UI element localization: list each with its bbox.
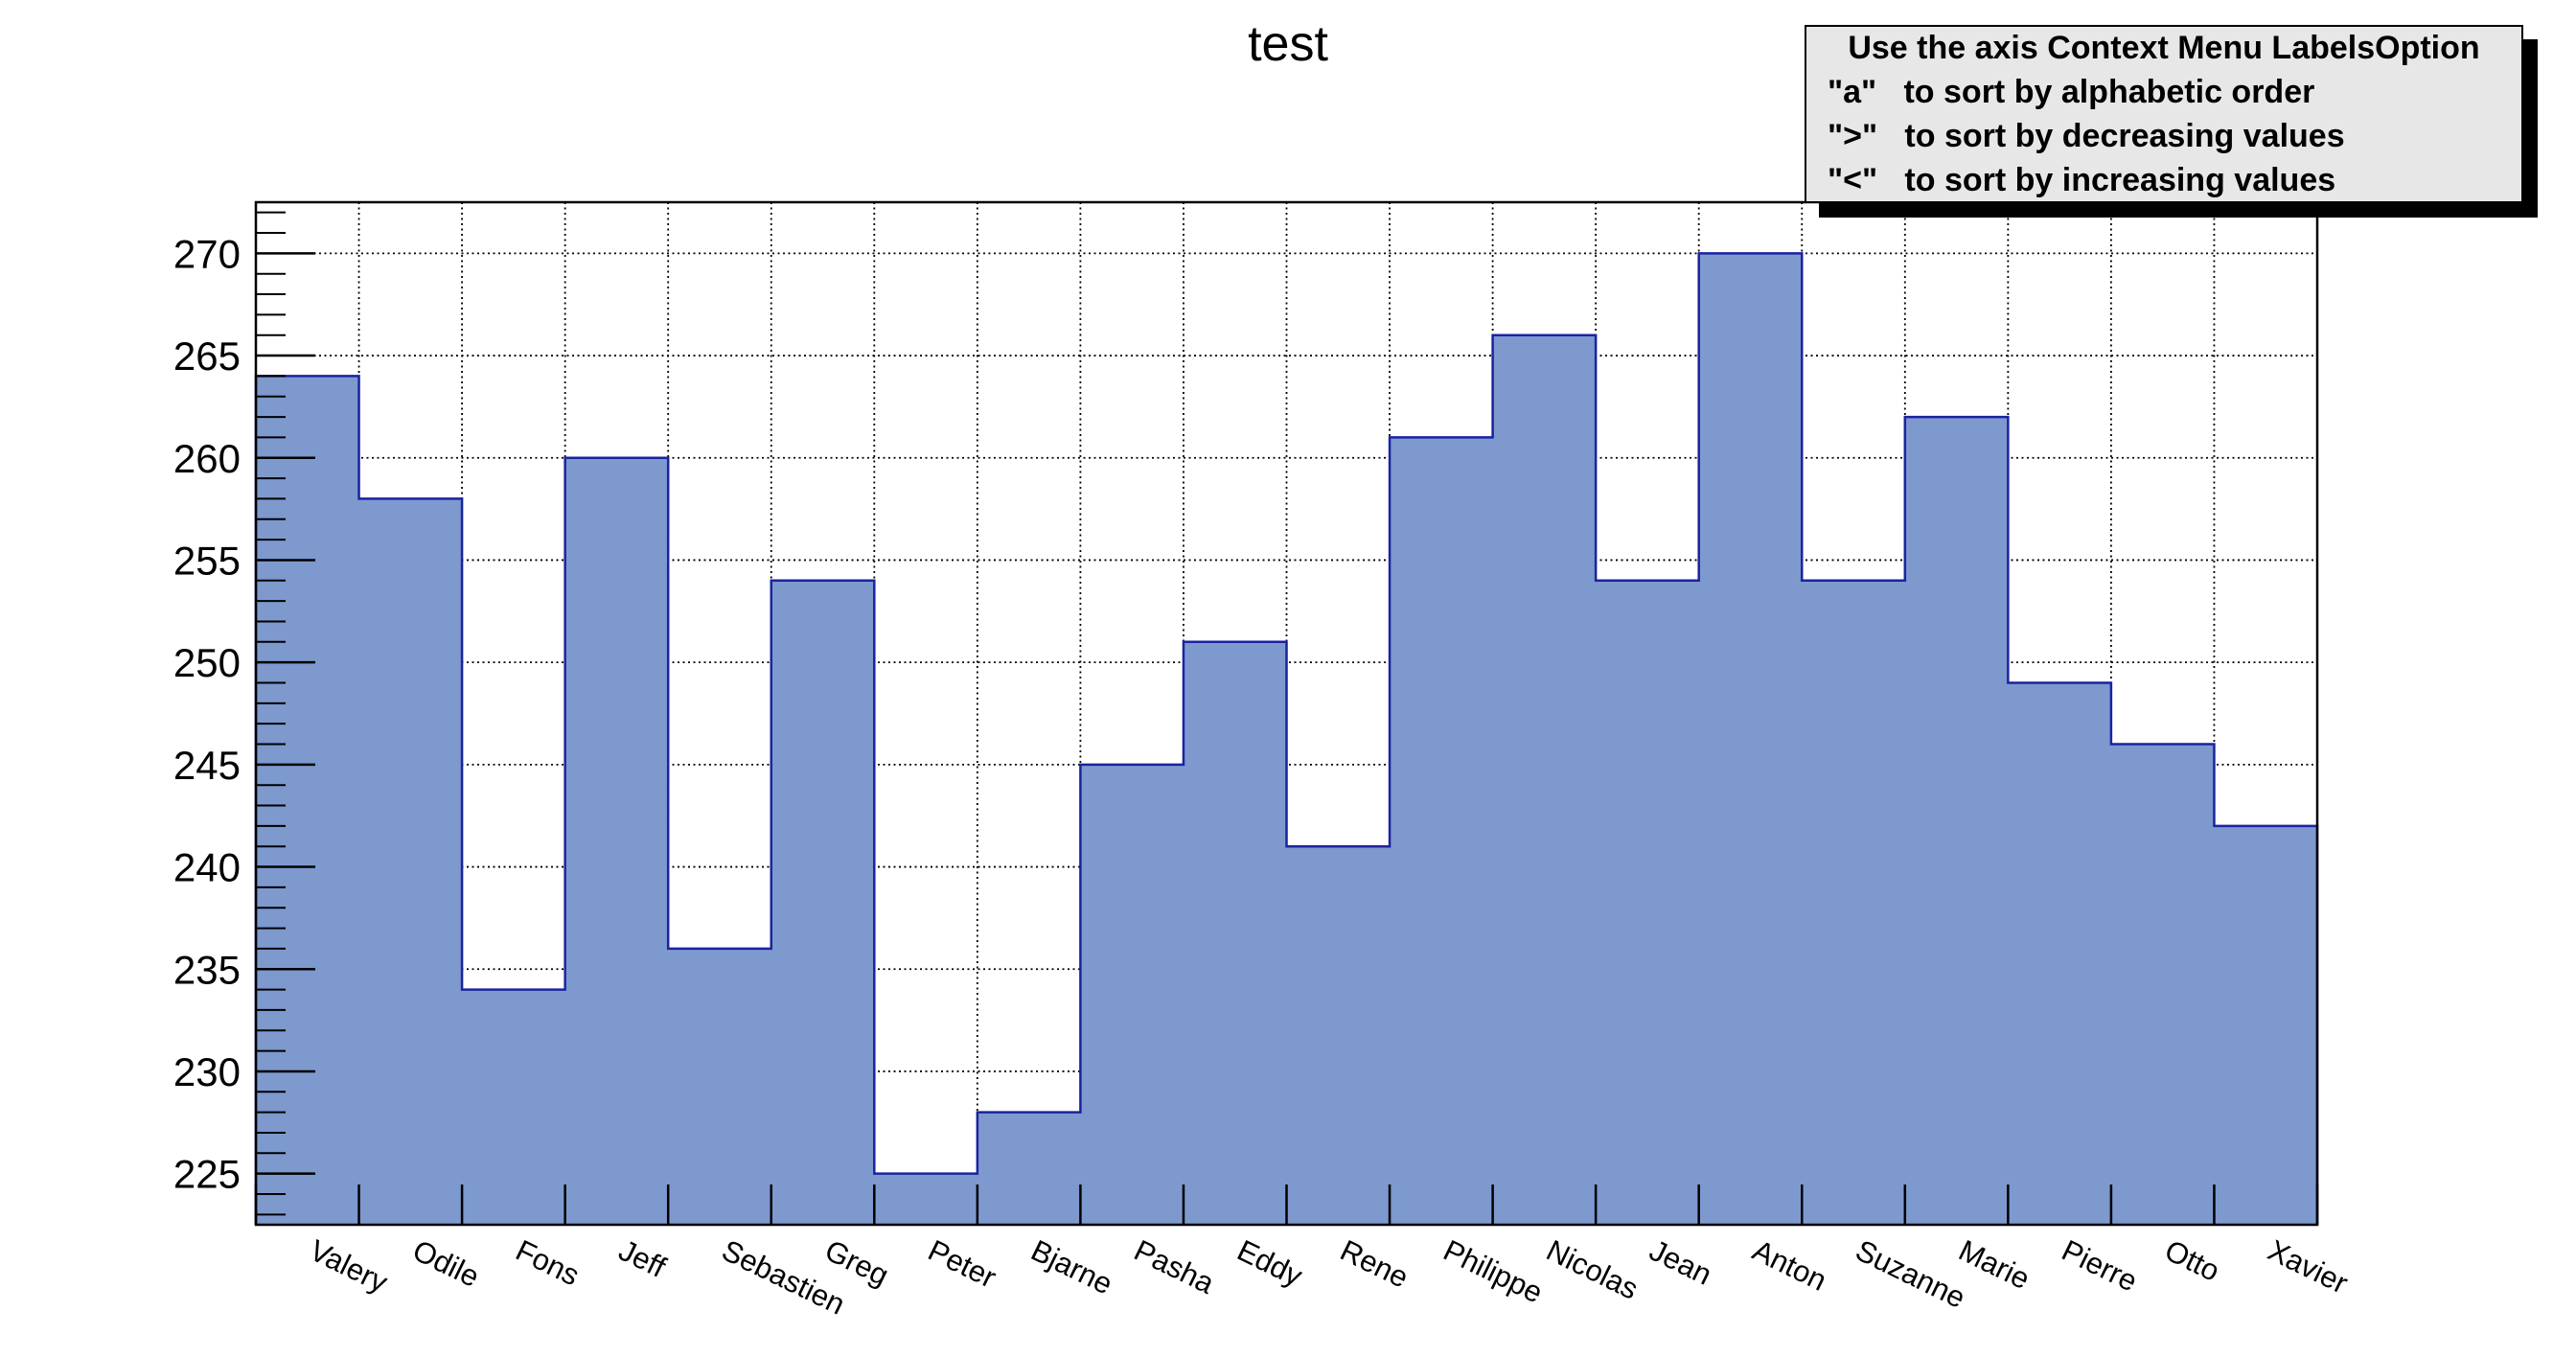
plot-frame bbox=[254, 200, 2319, 1227]
svg-text:225: 225 bbox=[173, 1152, 241, 1197]
labels-option-info-box: Use the axis Context Menu LabelsOption "… bbox=[1805, 25, 2523, 203]
svg-text:265: 265 bbox=[173, 334, 241, 379]
info-box-title: Use the axis Context Menu LabelsOption bbox=[1848, 30, 2480, 66]
svg-text:240: 240 bbox=[173, 845, 241, 890]
svg-text:230: 230 bbox=[173, 1049, 241, 1094]
svg-text:Nicolas: Nicolas bbox=[1541, 1233, 1644, 1306]
svg-text:Otto: Otto bbox=[2160, 1233, 2225, 1288]
svg-text:270: 270 bbox=[173, 231, 241, 276]
svg-text:Jeff: Jeff bbox=[613, 1233, 671, 1284]
svg-text:260: 260 bbox=[173, 436, 241, 481]
svg-text:Bjarne: Bjarne bbox=[1026, 1233, 1118, 1301]
svg-text:Valery: Valery bbox=[305, 1233, 394, 1300]
svg-text:Pierre: Pierre bbox=[2057, 1233, 2143, 1299]
svg-text:Anton: Anton bbox=[1747, 1233, 1831, 1298]
chart-title: test bbox=[1248, 16, 1328, 72]
svg-text:255: 255 bbox=[173, 538, 241, 583]
info-box-line-increasing: "<" to sort by increasing values bbox=[1828, 162, 2336, 198]
svg-text:Philippe: Philippe bbox=[1438, 1233, 1548, 1310]
svg-text:Fons: Fons bbox=[511, 1233, 585, 1293]
svg-text:Jean: Jean bbox=[1644, 1233, 1717, 1292]
y-axis-labels: 225 230 235 240 245 250 255 260 265 270 bbox=[173, 231, 241, 1196]
info-box-line-decreasing: ">" to sort by decreasing values bbox=[1828, 118, 2345, 154]
svg-text:250: 250 bbox=[173, 640, 241, 685]
svg-text:245: 245 bbox=[173, 743, 241, 788]
histogram-bars-outline bbox=[254, 252, 2319, 1225]
svg-text:235: 235 bbox=[173, 947, 241, 992]
svg-text:Odile: Odile bbox=[407, 1233, 484, 1294]
svg-text:Suzanne: Suzanne bbox=[1851, 1233, 1970, 1315]
svg-text:Rene: Rene bbox=[1335, 1233, 1414, 1295]
axis-ticks bbox=[254, 211, 2319, 1225]
info-box-line-alphabetic: "a" to sort by alphabetic order bbox=[1828, 74, 2315, 110]
svg-text:Peter: Peter bbox=[923, 1233, 1001, 1295]
svg-text:Pasha: Pasha bbox=[1129, 1233, 1220, 1300]
svg-text:Eddy: Eddy bbox=[1232, 1233, 1308, 1294]
svg-text:Xavier: Xavier bbox=[2263, 1233, 2353, 1300]
